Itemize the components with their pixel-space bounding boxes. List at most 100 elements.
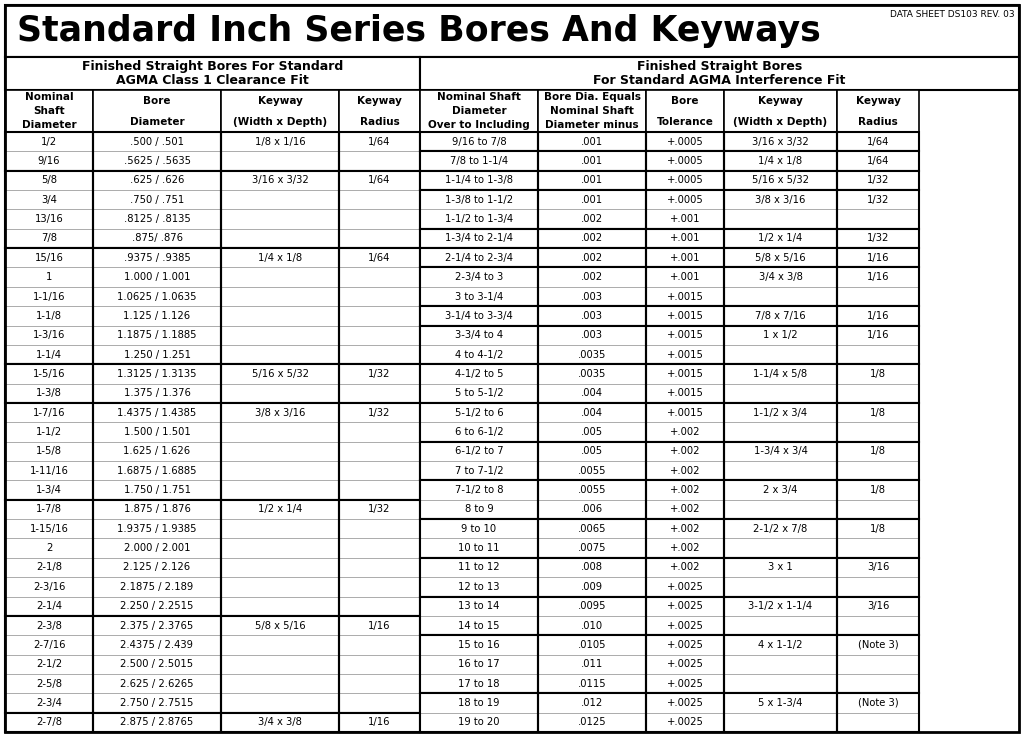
Bar [538, 558, 646, 596]
Bar [339, 500, 420, 616]
Text: 3-1/2 x 1-1/4: 3-1/2 x 1-1/4 [749, 601, 813, 611]
Bar [646, 461, 724, 481]
Text: 9 to 10: 9 to 10 [462, 524, 497, 534]
Bar [724, 209, 837, 228]
Text: .002: .002 [581, 234, 603, 243]
Bar [538, 558, 646, 577]
Bar [420, 519, 538, 539]
Bar [339, 132, 420, 171]
Text: 1/8: 1/8 [870, 524, 886, 534]
Bar [221, 287, 339, 306]
Text: 1/32: 1/32 [866, 234, 889, 243]
Text: 1/2: 1/2 [41, 136, 57, 147]
Bar [420, 190, 538, 228]
Text: Keyway: Keyway [357, 96, 402, 105]
Bar [538, 132, 646, 151]
Text: .012: .012 [581, 698, 603, 708]
Text: 7 to 7-1/2: 7 to 7-1/2 [455, 466, 504, 475]
Text: .0035: .0035 [578, 369, 606, 379]
Bar [339, 616, 420, 635]
Bar [5, 248, 93, 268]
Bar [5, 500, 93, 616]
Bar [93, 248, 221, 268]
Text: 1-5/16: 1-5/16 [33, 369, 66, 379]
Text: .002: .002 [581, 253, 603, 263]
Text: .750 / .751: .750 / .751 [130, 195, 184, 205]
Bar [724, 558, 837, 596]
Bar [837, 403, 919, 441]
Bar [420, 558, 538, 596]
Text: +.0025: +.0025 [667, 660, 703, 669]
Bar [538, 441, 646, 461]
Bar [837, 481, 919, 500]
Bar [420, 190, 538, 209]
Bar [339, 132, 420, 151]
Text: 1.375 / 1.376: 1.375 / 1.376 [124, 388, 190, 398]
Bar [420, 694, 538, 732]
Bar [93, 558, 221, 577]
Bar [5, 171, 93, 248]
Bar [339, 654, 420, 674]
Text: 2.625 / 2.6265: 2.625 / 2.6265 [120, 679, 194, 688]
Text: 13 to 14: 13 to 14 [459, 601, 500, 611]
Text: 2-3/8: 2-3/8 [36, 621, 61, 631]
Bar [724, 248, 837, 268]
Bar [646, 441, 724, 481]
Bar [837, 539, 919, 558]
Bar [837, 519, 919, 539]
Text: 7/8: 7/8 [41, 234, 57, 243]
Bar [93, 441, 221, 461]
Bar [837, 228, 919, 248]
Bar [93, 577, 221, 596]
Bar [221, 481, 339, 500]
Text: 5/8: 5/8 [41, 175, 57, 186]
Bar [724, 481, 837, 519]
Bar [5, 364, 93, 384]
Bar [646, 268, 724, 306]
Text: 5/8 x 5/16: 5/8 x 5/16 [255, 621, 305, 631]
Bar [538, 132, 646, 151]
Bar [646, 364, 724, 403]
Text: 5 x 1-3/4: 5 x 1-3/4 [759, 698, 803, 708]
Text: 2: 2 [46, 543, 52, 553]
Bar [339, 596, 420, 616]
Bar [5, 674, 93, 694]
Bar [724, 364, 837, 403]
Text: Tolerance: Tolerance [656, 116, 714, 127]
Bar [724, 171, 837, 190]
Bar [538, 635, 646, 694]
Bar [93, 364, 221, 403]
Bar [538, 287, 646, 306]
Bar [646, 190, 724, 209]
Bar [339, 403, 420, 422]
Bar [5, 713, 93, 732]
Bar [93, 616, 221, 713]
Text: 3/4 x 3/8: 3/4 x 3/8 [759, 272, 803, 282]
Text: 2-5/8: 2-5/8 [36, 679, 62, 688]
Text: 1/64: 1/64 [866, 156, 889, 166]
Bar [724, 577, 837, 596]
Bar [93, 132, 221, 171]
Bar [538, 519, 646, 558]
Text: 3/16 x 3/32: 3/16 x 3/32 [252, 175, 308, 186]
Bar [93, 190, 221, 209]
Bar [339, 306, 420, 326]
Bar [538, 364, 646, 384]
Bar [837, 190, 919, 209]
Bar [538, 441, 646, 481]
Bar [420, 248, 538, 268]
Bar [646, 558, 724, 596]
Bar [420, 461, 538, 481]
Bar [646, 190, 724, 228]
Bar [93, 171, 221, 190]
Bar [420, 306, 538, 326]
Text: 1/4 x 1/8: 1/4 x 1/8 [258, 253, 302, 263]
Text: 3/16: 3/16 [866, 601, 889, 611]
Text: 1/32: 1/32 [866, 195, 889, 205]
Bar [646, 306, 724, 326]
Bar [5, 461, 93, 481]
Bar [339, 326, 420, 345]
Text: 11 to 12: 11 to 12 [458, 562, 500, 573]
Text: 5-1/2 to 6: 5-1/2 to 6 [455, 408, 504, 418]
Bar [339, 190, 420, 209]
